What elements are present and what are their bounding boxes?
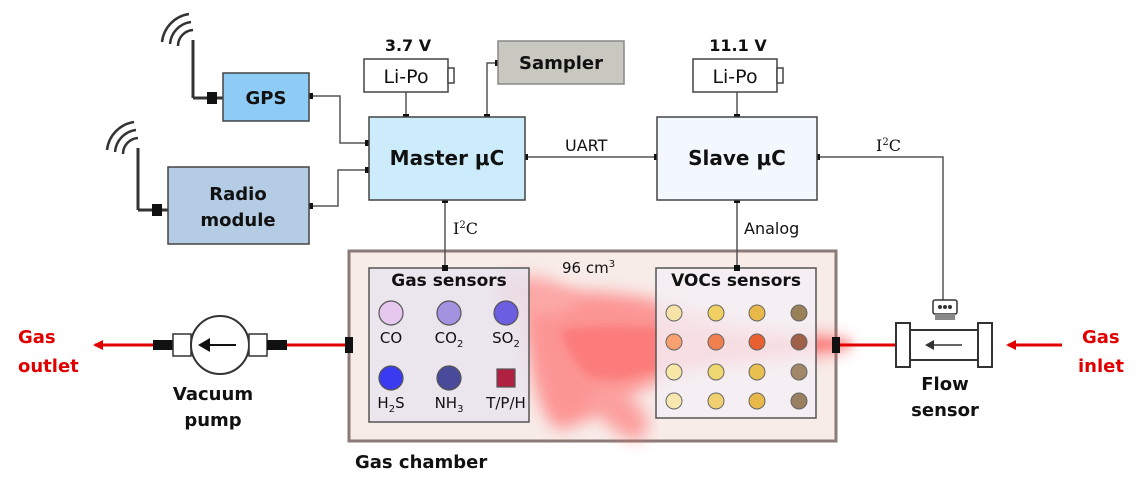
chamber-port-left — [345, 337, 353, 353]
voc-sensor-r1c1-icon — [665, 304, 683, 322]
gas-sensor-1-label: CO — [380, 329, 402, 347]
radio-module: Radio module — [167, 166, 310, 245]
vacuum-pump-icon — [153, 315, 287, 375]
battery-left-label: Li-Po — [383, 66, 428, 88]
uart-label: UART — [565, 136, 608, 155]
gas-sensor-2-icon — [436, 300, 462, 326]
voc-sensor-r3c4-icon — [790, 363, 808, 381]
flow-sensor-label-line2: sensor — [911, 400, 979, 421]
voc-sensor-r4c4-icon — [790, 392, 808, 410]
voc-sensor-r2c4-icon — [790, 333, 808, 351]
vacuum-pump-label-line1: Vacuum — [173, 384, 253, 405]
voc-sensor-r1c4-icon — [790, 304, 808, 322]
wires — [311, 62, 944, 300]
battery-right-voltage: 11.1 V — [709, 36, 767, 55]
voc-sensor-r1c3-icon — [748, 304, 766, 322]
voc-sensor-r4c2-icon — [707, 392, 725, 410]
voc-sensor-r3c3-icon — [748, 363, 766, 381]
gas-flow-path — [93, 337, 1062, 353]
gas-sensor-3-icon — [493, 300, 519, 326]
battery-right-label: Li-Po — [712, 66, 757, 88]
voc-sensor-r4c3-icon — [748, 392, 766, 410]
voc-sensor-r2c1-icon — [665, 333, 683, 351]
gas-sensor-6-label: T/P/H — [485, 394, 526, 412]
gas-sensor-4-icon — [378, 365, 404, 391]
vocs-sensors-panel: VOCs sensors — [655, 267, 817, 419]
voc-sensor-r3c1-icon — [665, 363, 683, 381]
gas-sensors-panel: Gas sensors CO CO2 SO2 H2S NH3 T/P/H — [368, 267, 530, 423]
master-i2c-label: I2C — [453, 219, 478, 238]
gas-sensor-5-label: NH3 — [435, 394, 464, 415]
gas-inlet-label-line1: Gas — [1082, 327, 1120, 348]
voc-sensor-r2c2-icon — [707, 333, 725, 351]
gas-chamber-label: Gas chamber — [355, 452, 487, 473]
battery-left-icon: Li-Po 3.7 V — [363, 36, 455, 93]
radio-label-line1: Radio — [209, 184, 266, 205]
battery-left-voltage: 3.7 V — [385, 36, 432, 55]
flow-sensor-label-line1: Flow — [921, 374, 968, 395]
gas-inlet-label-line2: inlet — [1078, 356, 1124, 377]
sampler-label: Sampler — [519, 53, 603, 74]
chamber-port-right — [832, 337, 840, 353]
gps-module: GPS — [222, 72, 310, 122]
slave-label: Slave μC — [688, 146, 786, 170]
slave-uc: Slave μC — [656, 116, 818, 201]
radio-label-line2: module — [200, 210, 275, 231]
voc-sensor-r2c3-icon — [748, 333, 766, 351]
gas-sensors-title: Gas sensors — [391, 271, 507, 291]
sampler: Sampler — [497, 40, 625, 85]
master-label: Master μC — [390, 146, 505, 170]
vacuum-pump-label-line2: pump — [184, 410, 241, 431]
gps-label: GPS — [246, 88, 287, 109]
vocs-sensors-title: VOCs sensors — [671, 271, 801, 291]
flow-sensor-icon — [895, 299, 993, 368]
gas-outlet-label-line1: Gas — [18, 327, 56, 348]
analog-label: Analog — [744, 219, 799, 238]
gas-sensor-1-icon — [378, 300, 404, 326]
gas-sensor-6-icon — [496, 368, 516, 388]
voc-sensor-r4c1-icon — [665, 392, 683, 410]
gas-sensor-4-label: H2S — [377, 394, 404, 415]
voc-sensor-r3c2-icon — [707, 363, 725, 381]
gas-sensor-3-label: SO2 — [492, 329, 520, 350]
gas-sensor-2-label: CO2 — [435, 329, 464, 350]
gps-antenna-icon — [160, 12, 223, 104]
battery-right-icon: Li-Po 11.1 V — [692, 36, 784, 93]
chamber-volume-label: 96 cm3 — [562, 259, 615, 277]
voc-sensor-r1c2-icon — [707, 304, 725, 322]
gas-sensor-5-icon — [436, 365, 462, 391]
slave-i2c-label: I2C — [876, 136, 901, 155]
radio-antenna-icon — [105, 120, 168, 216]
gas-outlet-label-line2: outlet — [18, 356, 79, 377]
master-uc: Master μC — [368, 116, 526, 201]
